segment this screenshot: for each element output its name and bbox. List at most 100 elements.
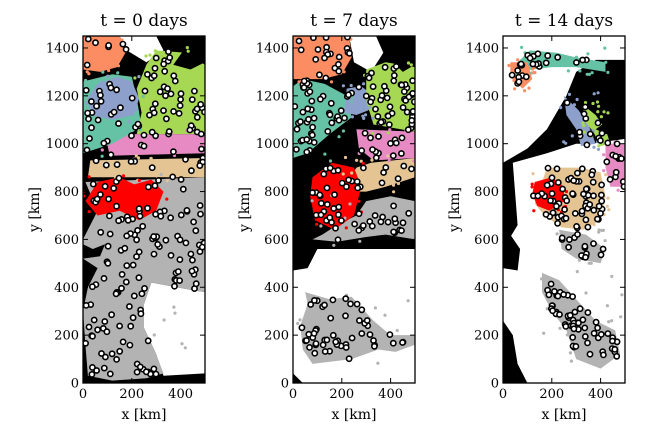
tracer-point	[386, 103, 394, 111]
tracer-point	[584, 223, 592, 231]
y-tick-label: 1400	[256, 41, 289, 56]
tracer-point	[128, 94, 136, 102]
region-6	[105, 134, 205, 156]
tracer-point	[374, 113, 382, 120]
tracer-point	[182, 239, 190, 247]
particle	[391, 183, 396, 187]
tracer-point	[188, 96, 196, 103]
tracer-point	[584, 309, 592, 316]
tracer-point	[598, 129, 606, 137]
tracer-point	[97, 97, 105, 105]
y-tick-label: 200	[54, 329, 79, 344]
tracer-point	[399, 104, 407, 111]
tracer-point	[167, 90, 175, 98]
tracer-point	[93, 102, 100, 110]
tracer-point	[581, 324, 589, 332]
x-tick-label: 400	[168, 387, 193, 402]
tracer-point	[578, 207, 586, 215]
tracer-point	[544, 164, 552, 172]
region-2	[119, 36, 164, 63]
tracer-point	[378, 179, 386, 187]
particle	[100, 148, 104, 152]
tracer-point	[594, 119, 602, 127]
tracer-point	[569, 293, 576, 300]
x-tick-label: 0	[289, 387, 297, 402]
particle	[616, 188, 620, 192]
tracer-point	[342, 295, 350, 303]
tracer-point	[332, 338, 340, 346]
tracer-point	[93, 195, 101, 203]
tracer-point	[398, 134, 406, 142]
particle	[298, 318, 302, 322]
particle	[144, 54, 148, 58]
tracer-point	[144, 183, 152, 191]
tracer-point	[134, 226, 141, 234]
particle	[332, 243, 336, 247]
tracer-point	[366, 331, 374, 338]
tracer-point	[162, 115, 170, 123]
tracer-point	[345, 176, 352, 184]
particle	[148, 53, 152, 57]
tracer-point	[83, 86, 90, 94]
particle	[297, 80, 301, 84]
tracer-point	[193, 113, 201, 121]
tracer-point	[196, 202, 204, 209]
tracer-point	[598, 191, 605, 199]
tracer-point	[332, 224, 339, 232]
tracer-point	[384, 218, 392, 226]
tracer-point	[590, 329, 598, 337]
tracer-point	[547, 197, 554, 204]
tracer-point	[580, 110, 588, 118]
y-tick-label: 200	[474, 329, 499, 344]
particle	[100, 154, 104, 158]
y-tick-label: 200	[264, 329, 289, 344]
tracer-point	[586, 350, 594, 358]
particle	[601, 228, 606, 232]
tracer-point	[556, 311, 563, 318]
particle	[153, 49, 157, 53]
tracer-point	[97, 91, 104, 99]
particle	[392, 190, 396, 194]
region-12	[83, 244, 105, 259]
particle	[527, 86, 531, 90]
tracer-point	[192, 280, 200, 288]
particle	[412, 159, 415, 163]
tracer-point	[84, 36, 92, 43]
particle	[183, 346, 187, 350]
tracer-point	[370, 342, 378, 350]
tracer-point	[594, 215, 601, 223]
tracer-point	[140, 142, 148, 150]
particle	[545, 307, 549, 311]
y-axis-label: y [km]	[447, 187, 463, 233]
tracer-point	[177, 176, 185, 183]
tracer-point	[544, 52, 552, 60]
particle	[329, 80, 334, 84]
particle	[350, 115, 354, 119]
tracer-point	[160, 60, 168, 68]
particle	[370, 131, 374, 136]
particle	[564, 190, 569, 194]
tracer-point	[85, 323, 93, 331]
tracer-point	[85, 115, 92, 123]
tracer-point	[309, 189, 316, 197]
tracer-point	[542, 210, 550, 218]
particle	[357, 199, 361, 203]
tracer-point	[83, 61, 91, 69]
tracer-point	[124, 216, 132, 224]
particle	[606, 111, 610, 115]
tracer-point	[197, 101, 205, 108]
tracer-point	[311, 349, 319, 357]
tracer-point	[351, 220, 358, 228]
particle	[603, 46, 607, 50]
tracer-point	[337, 107, 345, 115]
tracer-point	[359, 222, 367, 229]
tracer-point	[335, 53, 343, 61]
particle	[586, 52, 590, 56]
particle	[567, 92, 572, 96]
tracer-point	[100, 139, 108, 147]
tracer-point	[586, 201, 594, 208]
particle	[589, 261, 593, 265]
particle	[627, 174, 630, 177]
particle	[358, 239, 362, 243]
tracer-point	[603, 158, 611, 166]
